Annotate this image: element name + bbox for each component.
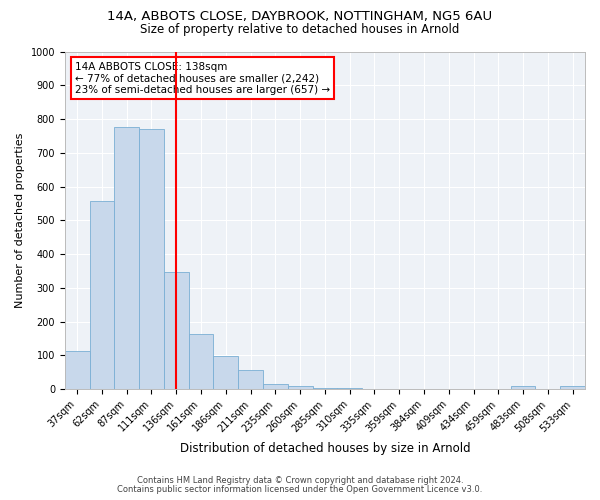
Bar xyxy=(65,351,89,389)
Bar xyxy=(288,386,313,389)
Text: Contains HM Land Registry data © Crown copyright and database right 2024.: Contains HM Land Registry data © Crown c… xyxy=(137,476,463,485)
Text: 14A, ABBOTS CLOSE, DAYBROOK, NOTTINGHAM, NG5 6AU: 14A, ABBOTS CLOSE, DAYBROOK, NOTTINGHAM,… xyxy=(107,10,493,23)
Bar xyxy=(511,386,535,389)
X-axis label: Distribution of detached houses by size in Arnold: Distribution of detached houses by size … xyxy=(179,442,470,455)
Bar xyxy=(188,334,214,389)
Bar xyxy=(313,388,337,389)
Bar xyxy=(139,129,164,389)
Text: Contains public sector information licensed under the Open Government Licence v3: Contains public sector information licen… xyxy=(118,485,482,494)
Text: Size of property relative to detached houses in Arnold: Size of property relative to detached ho… xyxy=(140,22,460,36)
Bar xyxy=(214,356,238,389)
Bar xyxy=(560,386,585,389)
Bar xyxy=(115,128,139,389)
Text: 14A ABBOTS CLOSE: 138sqm
← 77% of detached houses are smaller (2,242)
23% of sem: 14A ABBOTS CLOSE: 138sqm ← 77% of detach… xyxy=(75,62,331,95)
Y-axis label: Number of detached properties: Number of detached properties xyxy=(15,132,25,308)
Bar xyxy=(164,272,188,389)
Bar xyxy=(263,384,288,389)
Bar xyxy=(89,200,115,389)
Bar xyxy=(238,370,263,389)
Bar xyxy=(337,388,362,389)
